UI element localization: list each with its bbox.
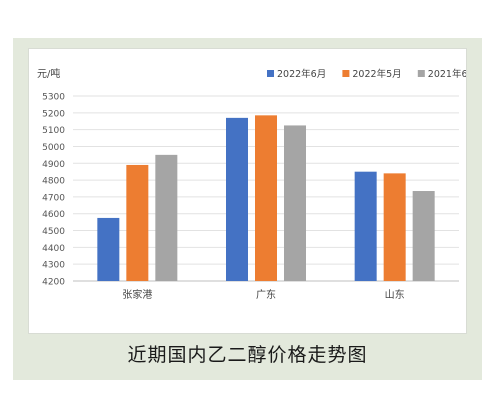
y-tick-label: 4300 bbox=[42, 261, 65, 271]
y-tick-label: 5100 bbox=[42, 126, 65, 136]
bar bbox=[255, 115, 277, 281]
figure-panel: 4200 4300 4400 4500 4600 4700 4800 4900 5000 5100… bbox=[13, 38, 482, 380]
bar bbox=[226, 117, 248, 281]
bar bbox=[412, 191, 435, 281]
chart-card: 4200 4300 4400 4500 4600 4700 4800 4900 5000 5100… bbox=[28, 48, 477, 334]
y-unit-label: 元/吨 bbox=[37, 67, 60, 80]
y-tick-label: 4200 bbox=[42, 278, 65, 288]
bar bbox=[354, 171, 377, 281]
y-tick-label: 4400 bbox=[42, 244, 65, 254]
bars bbox=[97, 115, 435, 281]
legend: 2022年6月 2022年5月 2021年6月 bbox=[267, 68, 477, 80]
bar bbox=[126, 164, 149, 281]
bar-chart: 4200 4300 4400 4500 4600 4700 4800 4900 5000 5100… bbox=[37, 67, 477, 301]
x-axis-ticks: 张家港 广东 山东 bbox=[122, 288, 404, 301]
y-tick-label: 5000 bbox=[42, 143, 65, 153]
bar bbox=[97, 217, 120, 281]
x-tick-label: 张家港 bbox=[122, 288, 152, 301]
y-axis-ticks: 4200 4300 4400 4500 4600 4700 4800 4900 5000 5100… bbox=[42, 93, 65, 288]
y-tick-label: 4800 bbox=[42, 177, 65, 187]
legend-label: 2022年5月 bbox=[352, 68, 401, 80]
bar bbox=[383, 173, 406, 281]
legend-swatch bbox=[417, 70, 425, 77]
y-tick-label: 4500 bbox=[42, 227, 65, 237]
x-tick-label: 山东 bbox=[385, 288, 405, 301]
bar bbox=[284, 125, 306, 281]
bar bbox=[155, 154, 178, 281]
figure-caption: 近期国内乙二醇价格走势图 bbox=[127, 344, 368, 366]
y-tick-label: 5300 bbox=[42, 93, 65, 103]
y-tick-label: 4900 bbox=[42, 160, 65, 170]
legend-label: 2022年6月 bbox=[277, 68, 326, 80]
x-tick-label: 广东 bbox=[256, 288, 276, 301]
y-tick-label: 5200 bbox=[42, 109, 65, 119]
legend-swatch bbox=[342, 70, 350, 77]
legend-label: 2021年6月 bbox=[428, 68, 466, 80]
y-tick-label: 4700 bbox=[42, 193, 65, 203]
legend-swatch bbox=[267, 70, 274, 77]
y-tick-label: 4600 bbox=[42, 210, 65, 220]
